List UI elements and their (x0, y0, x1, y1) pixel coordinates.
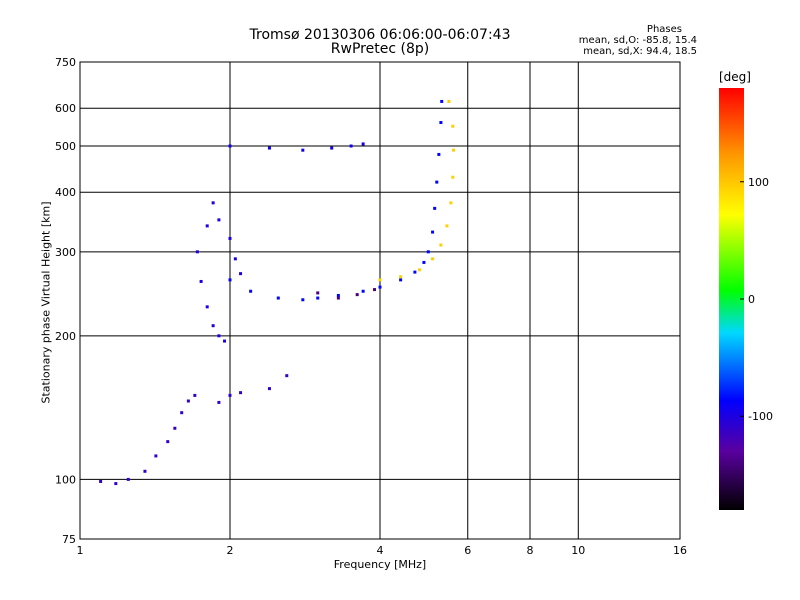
data-point (233, 257, 237, 261)
colorbar-unit-label: [deg] (719, 70, 751, 84)
data-point (239, 272, 243, 276)
data-point (373, 288, 377, 292)
data-point (99, 479, 103, 483)
data-point (433, 206, 437, 210)
data-point (399, 278, 403, 282)
colorbar (719, 88, 744, 510)
data-point (217, 218, 221, 222)
data-point (228, 236, 232, 240)
data-point (316, 291, 320, 295)
data-point (422, 260, 426, 264)
data-point (126, 477, 130, 481)
x-tick-label: 1 (77, 544, 84, 557)
colorbar-tick-label: 100 (748, 176, 769, 189)
data-point (285, 374, 289, 378)
data-point (361, 289, 365, 293)
data-point (426, 250, 430, 254)
data-point (439, 121, 443, 125)
x-tick-label: 16 (673, 544, 687, 557)
data-point (378, 285, 382, 289)
chart-title: Tromsø 20130306 06:06:00-06:07:43 (249, 27, 511, 43)
data-point (166, 440, 170, 444)
x-tick-label: 4 (377, 544, 384, 557)
y-tick-label: 100 (55, 473, 76, 486)
chart-subtitle: RwPretec (8p) (330, 41, 430, 57)
y-tick-label: 750 (55, 56, 76, 69)
y-tick-label: 300 (55, 246, 76, 259)
data-point (193, 393, 197, 397)
data-point (205, 305, 209, 309)
data-point (186, 399, 190, 403)
data-point (449, 201, 453, 205)
colorbar-tick-label: -100 (748, 410, 773, 423)
data-point (349, 144, 353, 148)
data-point (228, 144, 232, 148)
data-point (439, 243, 443, 247)
data-point (355, 293, 359, 297)
data-point (239, 391, 243, 395)
data-point (143, 469, 147, 473)
data-point (114, 482, 118, 486)
phase-stats-x: mean, sd,X: 94.4, 18.5 (583, 46, 697, 57)
x-tick-label: 10 (571, 544, 585, 557)
y-tick-label: 75 (62, 533, 76, 546)
data-point (437, 152, 441, 156)
data-point (217, 334, 221, 338)
plot-frame (79, 61, 681, 540)
data-point (445, 224, 449, 228)
data-point (413, 270, 417, 274)
data-point (399, 275, 403, 279)
data-point (205, 224, 209, 228)
data-point (440, 99, 444, 103)
x-tick-label: 6 (464, 544, 471, 557)
y-tick-label: 600 (55, 102, 76, 115)
y-tick-label: 500 (55, 140, 76, 153)
y-tick-label: 200 (55, 330, 76, 343)
data-point (435, 180, 439, 184)
colorbar-tick-label: 0 (748, 293, 755, 306)
data-point (228, 393, 232, 397)
data-point (301, 148, 305, 152)
y-tick-label: 400 (55, 186, 76, 199)
data-point (447, 99, 451, 103)
x-tick-label: 2 (227, 544, 234, 557)
data-point (199, 279, 203, 283)
data-point (431, 257, 435, 261)
x-tick-label: 8 (527, 544, 534, 557)
data-point (249, 289, 253, 293)
data-point (267, 387, 271, 391)
phase-stats-o: mean, sd,O: -85.8, 15.4 (578, 35, 697, 46)
data-point (417, 268, 421, 272)
data-point (336, 293, 340, 297)
data-point (330, 146, 334, 150)
data-point (267, 146, 271, 150)
data-point (431, 230, 435, 234)
phase-stats-heading: Phases (646, 24, 682, 35)
x-axis-label: Frequency [MHz] (333, 558, 427, 571)
data-point (451, 175, 455, 179)
data-point (276, 296, 280, 300)
data-point (378, 278, 382, 282)
data-point (173, 426, 177, 430)
data-point (154, 454, 158, 458)
data-point (180, 411, 184, 415)
data-point (316, 296, 320, 300)
data-point (301, 298, 305, 302)
data-point (223, 339, 227, 343)
data-point (211, 324, 215, 328)
data-point (361, 142, 365, 146)
data-point (451, 124, 455, 128)
data-point (228, 278, 232, 282)
data-point (336, 296, 340, 300)
data-point (195, 250, 199, 254)
data-point (217, 400, 221, 404)
data-point (452, 148, 456, 152)
data-point (211, 201, 215, 205)
